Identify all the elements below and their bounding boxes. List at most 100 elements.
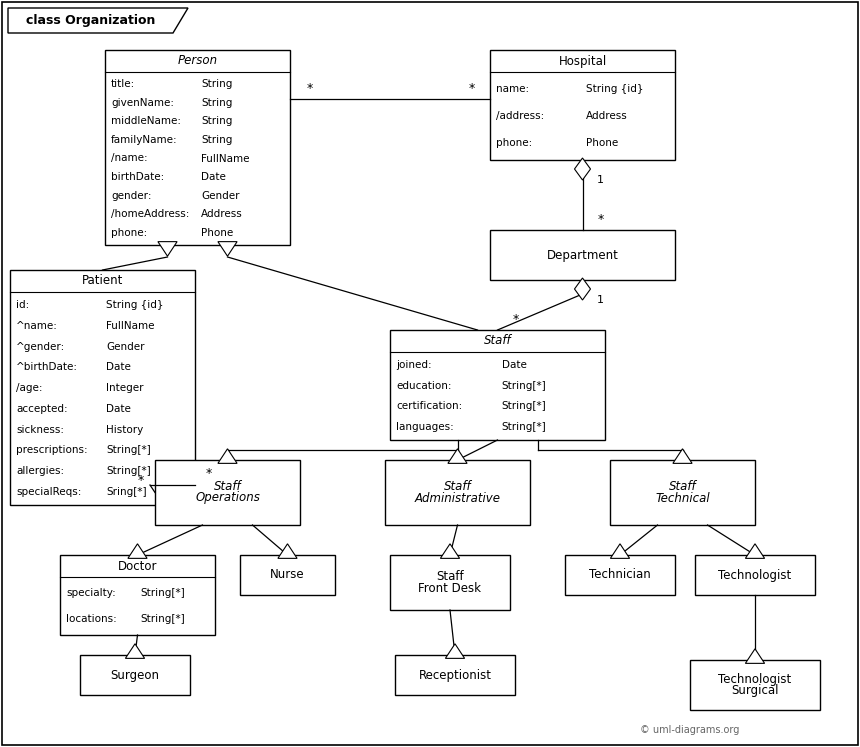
Polygon shape <box>746 544 765 558</box>
Bar <box>490 230 675 280</box>
Text: languages:: languages: <box>396 422 454 432</box>
Bar <box>610 460 755 525</box>
Bar <box>385 460 530 525</box>
Text: middleName:: middleName: <box>111 117 181 126</box>
Text: String[*]: String[*] <box>501 401 547 412</box>
Bar <box>240 555 335 595</box>
Text: Phone: Phone <box>201 228 233 238</box>
Text: specialReqs:: specialReqs: <box>16 486 82 497</box>
Polygon shape <box>673 449 692 463</box>
Text: sickness:: sickness: <box>16 424 64 435</box>
Text: Doctor: Doctor <box>118 560 157 572</box>
Bar <box>490 50 675 160</box>
Text: String: String <box>201 135 232 145</box>
Text: FullName: FullName <box>201 153 249 164</box>
Text: phone:: phone: <box>111 228 147 238</box>
Text: title:: title: <box>111 79 135 89</box>
Text: /address:: /address: <box>496 111 544 121</box>
Text: Staff: Staff <box>483 335 512 347</box>
Text: Surgical: Surgical <box>731 684 779 697</box>
Text: Technical: Technical <box>655 492 710 504</box>
Polygon shape <box>218 449 237 463</box>
Text: Nurse: Nurse <box>270 568 304 581</box>
Text: String[*]: String[*] <box>106 445 151 455</box>
Text: joined:: joined: <box>396 360 432 371</box>
Text: Technologist: Technologist <box>718 673 791 686</box>
Text: Gender: Gender <box>106 342 144 352</box>
Polygon shape <box>8 8 188 33</box>
Text: String {id}: String {id} <box>587 84 643 94</box>
Text: Gender: Gender <box>201 190 240 201</box>
Text: ^name:: ^name: <box>16 321 58 331</box>
Text: allergies:: allergies: <box>16 466 64 476</box>
Polygon shape <box>126 644 144 658</box>
Text: familyName:: familyName: <box>111 135 178 145</box>
Text: *: * <box>513 314 519 326</box>
Text: id:: id: <box>16 300 29 311</box>
Text: locations:: locations: <box>66 613 117 624</box>
Polygon shape <box>440 544 459 558</box>
Text: *: * <box>469 82 475 96</box>
Polygon shape <box>158 241 177 256</box>
Polygon shape <box>448 449 467 463</box>
Bar <box>80 655 190 695</box>
Text: Integer: Integer <box>106 383 144 393</box>
Text: class Organization: class Organization <box>26 14 155 27</box>
Bar <box>390 555 510 610</box>
Text: phone:: phone: <box>496 137 532 148</box>
Text: *: * <box>206 466 212 480</box>
Polygon shape <box>128 544 147 558</box>
Bar <box>565 555 675 595</box>
Bar <box>60 555 215 635</box>
Text: String: String <box>201 79 232 89</box>
Text: /homeAddress:: /homeAddress: <box>111 209 189 220</box>
Text: String[*]: String[*] <box>501 422 547 432</box>
Polygon shape <box>746 649 765 663</box>
Text: Staff: Staff <box>213 480 242 494</box>
Text: Staff: Staff <box>444 480 471 494</box>
Text: Patient: Patient <box>82 274 123 288</box>
Text: Date: Date <box>106 362 131 373</box>
Text: Date: Date <box>201 172 226 182</box>
Polygon shape <box>574 158 591 180</box>
Text: 1: 1 <box>597 295 604 305</box>
Text: String[*]: String[*] <box>140 613 186 624</box>
Bar <box>10 270 195 505</box>
Text: Date: Date <box>106 404 131 414</box>
Text: ^birthDate:: ^birthDate: <box>16 362 78 373</box>
Text: /age:: /age: <box>16 383 42 393</box>
Text: prescriptions:: prescriptions: <box>16 445 88 455</box>
Text: Phone: Phone <box>587 137 618 148</box>
Text: FullName: FullName <box>106 321 155 331</box>
Polygon shape <box>574 278 591 300</box>
Text: Administrative: Administrative <box>415 492 501 504</box>
Bar <box>155 460 300 525</box>
Text: Technician: Technician <box>589 568 651 581</box>
Bar <box>690 660 820 710</box>
Text: education:: education: <box>396 381 452 391</box>
Text: Department: Department <box>547 249 618 261</box>
Text: String[*]: String[*] <box>501 381 547 391</box>
Text: *: * <box>138 474 144 487</box>
Bar <box>395 655 515 695</box>
Text: Sring[*]: Sring[*] <box>106 486 147 497</box>
Text: ^gender:: ^gender: <box>16 342 65 352</box>
Text: History: History <box>106 424 144 435</box>
Text: name:: name: <box>496 84 529 94</box>
Text: Hospital: Hospital <box>558 55 606 67</box>
Text: Technologist: Technologist <box>718 568 791 581</box>
Text: String[*]: String[*] <box>106 466 151 476</box>
Text: © uml-diagrams.org: © uml-diagrams.org <box>640 725 740 735</box>
Text: accepted:: accepted: <box>16 404 68 414</box>
Text: Surgeon: Surgeon <box>110 669 159 681</box>
Text: givenName:: givenName: <box>111 98 174 108</box>
Bar <box>390 330 605 440</box>
Text: String[*]: String[*] <box>140 589 186 598</box>
Text: String {id}: String {id} <box>106 300 163 311</box>
Text: *: * <box>598 214 604 226</box>
Text: String: String <box>201 98 232 108</box>
Text: Address: Address <box>201 209 243 220</box>
Polygon shape <box>445 644 464 658</box>
Text: Staff: Staff <box>669 480 697 494</box>
Text: Person: Person <box>177 55 218 67</box>
